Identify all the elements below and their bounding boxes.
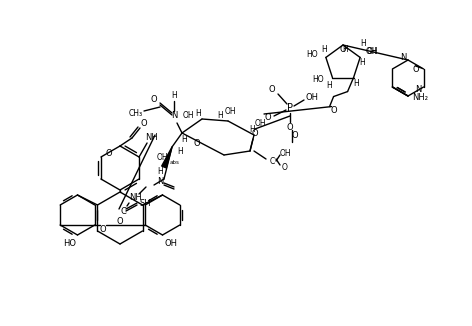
Text: SH: SH — [139, 199, 151, 208]
Text: HO: HO — [306, 50, 318, 59]
Text: O: O — [265, 113, 271, 123]
Text: O: O — [292, 131, 298, 141]
Text: NH: NH — [129, 194, 142, 202]
Text: O: O — [339, 45, 346, 54]
Text: O: O — [100, 225, 106, 233]
Text: H: H — [354, 79, 360, 88]
Text: HO: HO — [63, 239, 76, 247]
Text: H: H — [321, 45, 327, 54]
Text: OH: OH — [224, 107, 236, 115]
Text: N: N — [415, 84, 422, 94]
Text: H: H — [177, 146, 183, 156]
Text: OH: OH — [366, 47, 378, 56]
Text: H: H — [171, 92, 177, 100]
Text: O: O — [194, 140, 200, 149]
Text: OH: OH — [254, 118, 266, 127]
Text: abs: abs — [170, 160, 180, 166]
Text: O: O — [412, 65, 419, 73]
Text: P: P — [287, 103, 293, 113]
Text: H: H — [249, 126, 255, 135]
Text: C: C — [120, 206, 126, 215]
Text: O: O — [141, 120, 147, 128]
Text: H: H — [181, 135, 187, 143]
Text: O: O — [287, 124, 293, 132]
Text: OH: OH — [305, 94, 319, 102]
Text: O: O — [117, 216, 123, 226]
Text: H: H — [217, 111, 223, 121]
Text: O: O — [330, 106, 337, 115]
Text: O: O — [252, 128, 258, 138]
Polygon shape — [162, 147, 172, 168]
Text: H: H — [327, 81, 332, 90]
Text: CH₃: CH₃ — [129, 109, 143, 117]
Text: N: N — [157, 177, 163, 186]
Text: C: C — [270, 156, 275, 166]
Text: H: H — [157, 167, 163, 175]
Text: H: H — [360, 38, 366, 48]
Text: H: H — [359, 58, 365, 67]
Text: N: N — [400, 53, 406, 63]
Text: OH: OH — [164, 239, 177, 247]
Text: OH: OH — [365, 47, 377, 55]
Text: O: O — [282, 164, 288, 172]
Text: OH: OH — [156, 153, 168, 161]
Text: O: O — [151, 95, 157, 103]
Text: OH: OH — [182, 111, 194, 120]
Text: O: O — [106, 150, 112, 158]
Text: N: N — [171, 111, 177, 120]
Text: HO: HO — [312, 75, 324, 84]
Text: NH₂: NH₂ — [412, 94, 428, 102]
Text: H: H — [342, 46, 348, 54]
Text: O: O — [269, 85, 275, 95]
Text: OH: OH — [279, 149, 291, 157]
Text: NH: NH — [145, 132, 158, 141]
Text: H: H — [195, 109, 201, 117]
